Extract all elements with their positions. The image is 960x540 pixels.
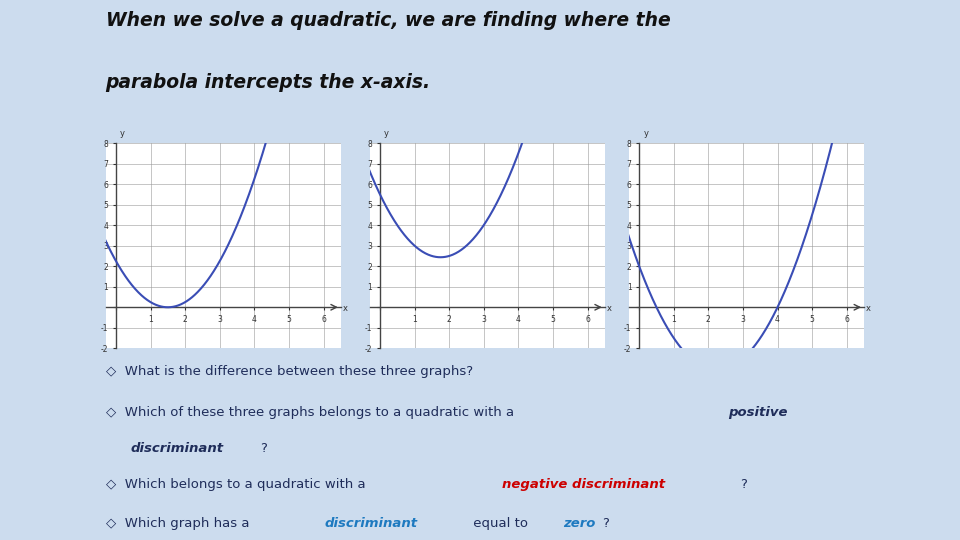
Text: ◇  Which of these three graphs belongs to a quadratic with a: ◇ Which of these three graphs belongs to… [106, 406, 518, 419]
Text: ◇  Which belongs to a quadratic with a: ◇ Which belongs to a quadratic with a [106, 477, 370, 490]
Text: equal to: equal to [468, 517, 532, 530]
Text: ◇  Which graph has a: ◇ Which graph has a [106, 517, 253, 530]
Text: y: y [643, 129, 648, 138]
Text: ?: ? [603, 517, 610, 530]
Text: x: x [343, 305, 348, 313]
Text: y: y [384, 129, 389, 138]
Text: positive: positive [728, 406, 787, 419]
Text: When we solve a quadratic, we are finding where the: When we solve a quadratic, we are findin… [106, 11, 670, 30]
Text: zero: zero [564, 517, 595, 530]
Text: ?: ? [740, 477, 747, 490]
Text: discriminant: discriminant [324, 517, 418, 530]
Text: parabola intercepts the x-axis.: parabola intercepts the x-axis. [106, 73, 431, 92]
Text: ?: ? [260, 442, 267, 455]
Text: x: x [607, 305, 612, 313]
Text: negative discriminant: negative discriminant [502, 477, 665, 490]
Text: discriminant: discriminant [131, 442, 224, 455]
Text: y: y [120, 129, 125, 138]
Text: x: x [866, 305, 871, 313]
Text: ◇  What is the difference between these three graphs?: ◇ What is the difference between these t… [106, 365, 472, 379]
